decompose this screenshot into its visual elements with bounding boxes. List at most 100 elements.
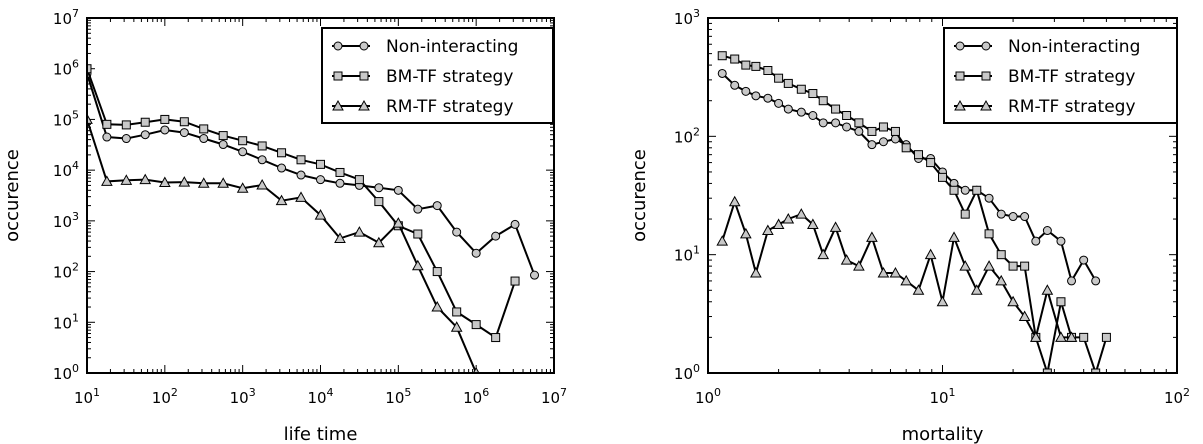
data-point	[996, 209, 1006, 219]
data-point	[374, 197, 384, 207]
y-axis-label: occurence	[629, 149, 650, 242]
legend-label: RM-TF strategy	[1008, 97, 1136, 117]
data-point	[751, 91, 761, 101]
data-point	[316, 159, 325, 169]
data-point	[867, 126, 877, 136]
y-axis-label: occurence	[2, 149, 23, 242]
data-point	[471, 320, 481, 330]
data-point	[900, 274, 913, 286]
data-point	[432, 267, 442, 277]
x-axis-label: life time	[284, 424, 358, 444]
data-point	[972, 185, 982, 195]
data-point	[878, 137, 888, 147]
data-point	[101, 175, 113, 186]
plot-frame	[707, 17, 1178, 374]
legend-marker	[981, 71, 991, 81]
series-line	[721, 54, 1108, 373]
y-tick-label: 107	[53, 7, 79, 28]
y-tick-label: 103	[53, 210, 79, 231]
data-point	[353, 226, 366, 237]
data-point	[411, 259, 424, 271]
data-point	[730, 54, 740, 64]
y-tick-label: 101	[674, 244, 700, 265]
data-point	[354, 175, 364, 185]
data-point	[817, 248, 830, 260]
data-point	[197, 177, 210, 188]
legend-label: Non-interacting	[386, 37, 518, 57]
data-point	[491, 333, 501, 343]
data-point	[901, 143, 911, 153]
data-point	[393, 185, 403, 195]
data-point	[1067, 276, 1077, 286]
data-point	[218, 140, 228, 150]
data-point	[217, 177, 230, 188]
data-point	[238, 136, 248, 146]
data-point	[831, 118, 841, 128]
data-point	[1065, 331, 1078, 342]
data-point	[218, 131, 228, 141]
data-point	[1056, 297, 1066, 307]
data-point	[808, 89, 818, 99]
data-point	[199, 134, 209, 144]
data-point	[1091, 276, 1101, 286]
data-point	[275, 194, 288, 206]
y-tick-label: 105	[53, 108, 79, 129]
data-point	[913, 150, 923, 160]
data-point	[392, 217, 405, 228]
y-tick-label: 103	[674, 7, 700, 28]
legend-label: Non-interacting	[1008, 37, 1140, 57]
x-tick-label: 105	[385, 386, 411, 407]
data-point	[960, 209, 970, 219]
data-point	[335, 167, 345, 177]
data-point	[717, 68, 727, 78]
y-tick-label: 102	[674, 125, 700, 146]
data-point	[984, 193, 994, 203]
data-point	[890, 126, 900, 136]
data-point	[1020, 212, 1030, 222]
data-point	[750, 266, 762, 278]
legend-item: RM-TF strategy	[332, 97, 514, 117]
data-point	[413, 204, 423, 214]
data-point	[949, 185, 959, 195]
legend-item: BM-TF strategy	[332, 67, 513, 87]
data-point	[936, 295, 949, 307]
chart-panel-2: 100 101 102 100 101 102 103 mortality occurence N…	[629, 7, 1190, 444]
legend-marker	[980, 99, 992, 111]
data-point	[762, 224, 774, 236]
data-point	[316, 175, 325, 185]
data-point	[716, 235, 729, 246]
data-point	[158, 176, 171, 188]
data-point	[87, 64, 92, 74]
data-point	[960, 185, 970, 195]
data-point	[1101, 332, 1111, 342]
data-point	[450, 321, 463, 332]
data-point	[1079, 332, 1089, 342]
data-point	[854, 126, 864, 136]
legend-marker	[332, 99, 344, 111]
legend-label: RM-TF strategy	[386, 97, 514, 117]
data-point	[277, 148, 287, 158]
data-point	[314, 209, 327, 220]
data-point	[741, 60, 751, 70]
x-tick-label: 102	[1164, 386, 1190, 407]
data-point	[1008, 212, 1018, 222]
data-point	[160, 125, 170, 135]
data-point	[256, 178, 269, 190]
legend-marker	[955, 41, 965, 51]
data-point	[1007, 295, 1019, 307]
x-axis-label: mortality	[902, 424, 984, 444]
y-tick-label: 106	[53, 58, 79, 79]
x-tick-label: 101	[74, 386, 100, 407]
data-point	[796, 107, 806, 117]
tick-labels: 101 102 103 104 105 106 107 100 101 102 103 104 105 1…	[53, 7, 567, 407]
legend-item: BM-TF strategy	[954, 67, 1135, 87]
data-point	[867, 140, 877, 150]
plot-frame	[86, 17, 555, 374]
data-point	[120, 174, 133, 185]
data-point	[140, 117, 150, 127]
data-point	[140, 130, 150, 140]
legend-marker	[955, 71, 965, 81]
data-point	[431, 300, 444, 312]
y-tick-label: 100	[674, 362, 700, 383]
data-point	[818, 118, 828, 128]
